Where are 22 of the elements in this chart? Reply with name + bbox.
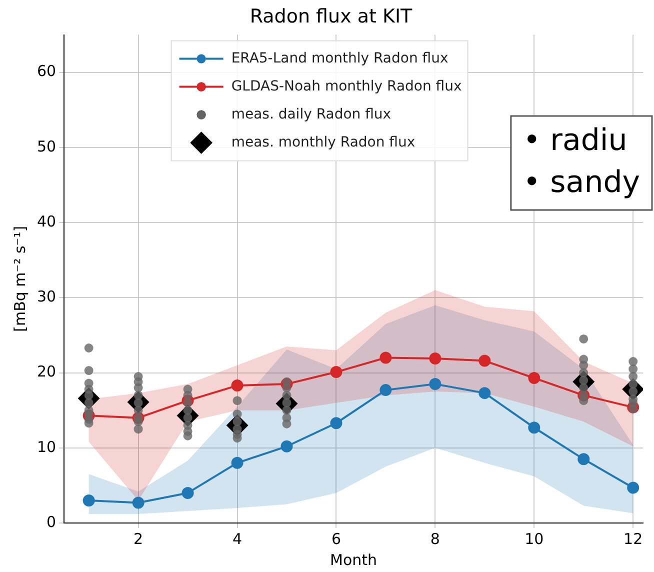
y-tick-label: 20 bbox=[36, 362, 56, 381]
y-axis-title: [mBq m⁻² s⁻¹] bbox=[10, 226, 29, 332]
x-tick-label: 6 bbox=[331, 530, 341, 548]
y-tick-label: 50 bbox=[36, 137, 56, 156]
legend-label: meas. monthly Radon flux bbox=[231, 134, 416, 150]
chart-title: Radon flux at KIT bbox=[250, 5, 413, 28]
y-tick-label: 30 bbox=[36, 288, 56, 306]
x-tick-label: 2 bbox=[134, 530, 144, 548]
x-tick-label: 12 bbox=[624, 530, 643, 548]
x-tick-label: 10 bbox=[524, 530, 544, 548]
x-axis-title: Month bbox=[330, 550, 378, 569]
x-tick-label: 8 bbox=[430, 530, 440, 548]
y-tick-label: 60 bbox=[36, 62, 56, 80]
y-tick-label: 0 bbox=[46, 512, 56, 531]
annotation: • sandy bbox=[522, 164, 640, 200]
legend-label: meas. daily Radon flux bbox=[231, 106, 392, 122]
legend-label: GLDAS-Noah monthly Radon flux bbox=[231, 78, 462, 94]
y-tick-label: 40 bbox=[36, 212, 56, 230]
x-tick-label: 4 bbox=[232, 530, 242, 548]
annotation: • radiu bbox=[522, 122, 628, 158]
legend-label: ERA5-Land monthly Radon flux bbox=[231, 50, 448, 66]
y-tick-label: 10 bbox=[36, 438, 56, 456]
